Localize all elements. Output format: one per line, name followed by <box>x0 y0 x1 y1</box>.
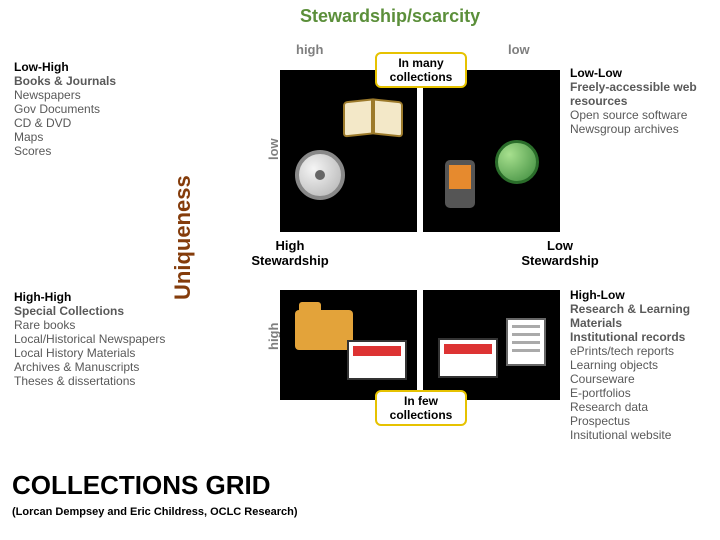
quad-top-left: Low-High Books & Journals Newspapers Gov… <box>14 60 164 158</box>
x-tick-low: low <box>508 42 530 57</box>
globe-icon <box>495 140 539 184</box>
mid-left-label: High Stewardship <box>210 238 370 268</box>
grid-cell-tr <box>423 70 560 232</box>
q-bl-subtitle: Special Collections <box>14 304 234 318</box>
sheet-icon <box>506 318 546 366</box>
quad-top-right: Low-Low Freely-accessible web resources … <box>570 66 715 136</box>
bubble-bottom: In few collections <box>375 390 467 426</box>
q-br-item: Insitutional website <box>570 428 720 442</box>
q-br-item: Courseware <box>570 372 720 386</box>
q-br-item: ePrints/tech reports <box>570 344 720 358</box>
q-br-item: Research data <box>570 400 720 414</box>
q-tr-title: Low-Low <box>570 66 715 80</box>
q-tl-item: Scores <box>14 144 164 158</box>
q-br-title: High-Low <box>570 288 720 302</box>
q-br-item: E-portfolios <box>570 386 720 400</box>
q-tl-title: Low-High <box>14 60 164 74</box>
q-bl-item: Rare books <box>14 318 234 332</box>
q-bl-item: Theses & dissertations <box>14 374 234 388</box>
q-br-subtitle: Research & Learning Materials <box>570 302 720 330</box>
q-tr-item: Newsgroup archives <box>570 122 715 136</box>
disc-icon <box>295 150 345 200</box>
q-tr-item: Open source software <box>570 108 715 122</box>
x-tick-high: high <box>296 42 323 57</box>
q-tl-item: Newspapers <box>14 88 164 102</box>
mid-right-label: Low Stewardship <box>480 238 640 268</box>
figure-title: Stewardship/scarcity <box>300 6 480 27</box>
q-tl-subtitle: Books & Journals <box>14 74 164 88</box>
news-icon <box>347 340 407 380</box>
q-br-subtitle2: Institutional records <box>570 330 720 344</box>
bubble-top: In many collections <box>375 52 467 88</box>
grid-cell-tl <box>280 70 417 232</box>
q-tr-subtitle: Freely-accessible web resources <box>570 80 715 108</box>
y-tick-low: low <box>266 138 281 160</box>
y-axis-label: Uniqueness <box>170 175 196 300</box>
q-bl-item: Local History Materials <box>14 346 234 360</box>
q-tl-item: Maps <box>14 130 164 144</box>
main-heading: COLLECTIONS GRID <box>12 470 271 501</box>
q-bl-item: Archives & Manuscripts <box>14 360 234 374</box>
q-br-item: Prospectus <box>570 414 720 428</box>
attribution: (Lorcan Dempsey and Eric Childress, OCLC… <box>12 506 297 518</box>
quad-bottom-right: High-Low Research & Learning Materials I… <box>570 288 720 442</box>
quad-bottom-left: High-High Special Collections Rare books… <box>14 290 234 388</box>
q-br-item: Learning objects <box>570 358 720 372</box>
open-book-icon <box>343 100 403 136</box>
folder-icon <box>295 310 353 350</box>
q-tl-item: CD & DVD <box>14 116 164 130</box>
collections-grid-figure: Stewardship/scarcity high low low high U… <box>0 0 720 540</box>
y-tick-high: high <box>266 323 281 350</box>
q-tl-item: Gov Documents <box>14 102 164 116</box>
q-bl-item: Local/Historical Newspapers <box>14 332 234 346</box>
q-bl-title: High-High <box>14 290 234 304</box>
news-icon <box>438 338 498 378</box>
phone-icon <box>445 160 475 208</box>
